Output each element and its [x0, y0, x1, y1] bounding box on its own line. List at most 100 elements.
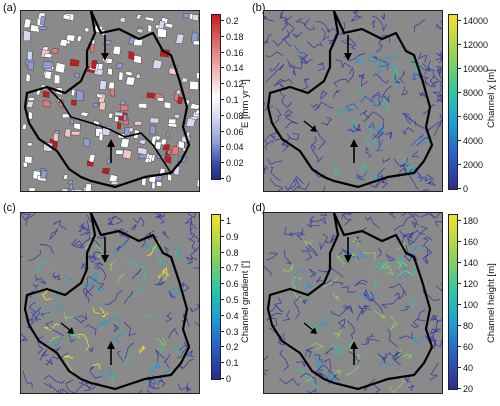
channel-segment	[358, 304, 371, 315]
hillslope-patch	[191, 31, 199, 43]
channel-segment	[43, 382, 52, 389]
channel-segment	[156, 259, 166, 265]
channel-segment	[35, 274, 47, 285]
channel-segment	[170, 286, 181, 296]
channel-segment	[379, 361, 394, 366]
channel-segment	[189, 303, 199, 313]
hillslope-patch	[61, 113, 70, 119]
channel-segment	[353, 251, 368, 258]
hillslope-patch	[167, 173, 172, 182]
colorbar-tick-label: 0.16	[226, 47, 244, 58]
hillslope-patch	[138, 103, 148, 109]
channel-segment	[283, 226, 294, 237]
channel-segment	[157, 213, 165, 224]
colorbar-tick-mark	[221, 67, 224, 69]
channel-segment	[427, 213, 442, 219]
channel-network	[264, 11, 442, 191]
channel-segment	[349, 124, 355, 134]
flow-arrow-west	[303, 322, 315, 332]
channel-segment	[356, 307, 363, 322]
channel-segment	[388, 283, 407, 296]
channel-segment	[146, 244, 160, 251]
hillslope-patch	[69, 58, 80, 67]
colorbar-tick-mark	[221, 130, 224, 132]
channel-segment	[306, 41, 323, 49]
channel-segment	[99, 366, 114, 378]
channel-segment	[310, 325, 318, 332]
channel-segment	[371, 91, 381, 107]
panel-b-colorbar	[448, 14, 458, 190]
channel-segment	[127, 257, 140, 267]
channel-segment	[335, 59, 352, 69]
channel-segment	[310, 103, 320, 111]
colorbar-tick-label: 0.1	[226, 95, 239, 105]
channel-segment	[332, 369, 342, 376]
channel-segment	[286, 133, 300, 141]
channel-segment	[281, 94, 292, 109]
colorbar-tick-mark	[458, 188, 461, 189]
channel-segment	[346, 126, 359, 132]
channel-segment	[426, 177, 437, 186]
colorbar-tick-label: 0.02	[226, 158, 244, 169]
panel-c-map	[20, 212, 200, 394]
channel-segment	[317, 101, 334, 109]
channel-segment	[381, 12, 386, 21]
channel-segment	[110, 333, 123, 343]
channel-segment	[320, 90, 328, 100]
hillslope-patch	[25, 73, 31, 82]
channel-segment	[390, 64, 400, 75]
hillslope-patch	[175, 89, 182, 96]
hillslope-patch	[62, 14, 71, 21]
catchment-boundary	[23, 11, 191, 189]
channel-segment	[355, 88, 365, 97]
channel-segment	[336, 254, 346, 267]
hillslope-patch	[141, 178, 147, 187]
channel-segment	[331, 293, 340, 301]
channel-segment	[402, 113, 416, 124]
channel-segment	[74, 316, 85, 324]
channel-segment	[322, 185, 326, 191]
channel-segment	[402, 126, 415, 135]
channel-segment	[114, 321, 128, 337]
channel-segment	[270, 166, 281, 182]
colorbar-tick-mark	[458, 220, 461, 221]
hillslope-patch	[39, 15, 46, 26]
hillslope-patch	[182, 12, 191, 19]
channel-network	[264, 213, 442, 393]
channel-segment	[273, 297, 283, 313]
colorbar-tick-mark	[221, 314, 224, 316]
channel-segment	[426, 119, 442, 132]
channel-segment	[80, 231, 91, 236]
channel-segment	[21, 213, 31, 221]
channel-segment	[402, 266, 414, 276]
channel-segment	[325, 348, 334, 355]
channel-segment	[266, 158, 283, 166]
channel-segment	[264, 355, 269, 360]
colorbar-tick-mark	[221, 251, 224, 253]
colorbar-tick-label: 0.4	[226, 310, 239, 321]
channel-segment	[184, 216, 197, 230]
hillslope-patch	[91, 103, 100, 108]
channel-segment	[154, 278, 166, 287]
channel-segment	[308, 268, 317, 278]
channel-segment	[430, 362, 439, 381]
channel-segment	[273, 79, 284, 87]
channel-segment	[305, 244, 318, 257]
channel-segment	[372, 132, 383, 139]
channel-segment	[384, 131, 393, 139]
hillslope-patch	[23, 18, 32, 28]
channel-segment	[279, 377, 301, 387]
hillslope-patch	[157, 27, 167, 38]
hillslope-patch	[84, 27, 90, 33]
channel-segment	[329, 369, 340, 381]
hillslope-patch	[27, 50, 33, 61]
hillslope-patch	[52, 132, 59, 142]
channel-segment	[348, 351, 360, 364]
hillslope-patch	[21, 123, 27, 130]
colorbar-tick-label: 120	[463, 279, 479, 289]
panel-c-colorbar	[211, 214, 221, 380]
hillslope-patch	[137, 147, 148, 156]
channel-segment	[422, 249, 429, 265]
subcatchment-line	[46, 86, 172, 174]
colorbar-tick-mark	[221, 299, 224, 300]
